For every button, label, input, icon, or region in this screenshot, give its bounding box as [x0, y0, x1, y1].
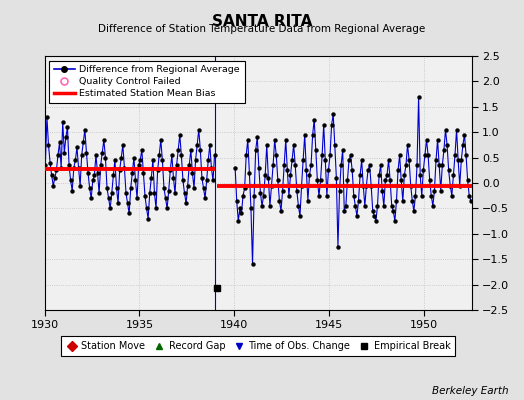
Legend: Station Move, Record Gap, Time of Obs. Change, Empirical Break: Station Move, Record Gap, Time of Obs. C…	[61, 336, 455, 356]
Legend: Difference from Regional Average, Quality Control Failed, Estimated Station Mean: Difference from Regional Average, Qualit…	[49, 61, 245, 103]
Text: Berkeley Earth: Berkeley Earth	[432, 386, 508, 396]
Text: SANTA RITA: SANTA RITA	[212, 14, 312, 29]
Text: Difference of Station Temperature Data from Regional Average: Difference of Station Temperature Data f…	[99, 24, 425, 34]
